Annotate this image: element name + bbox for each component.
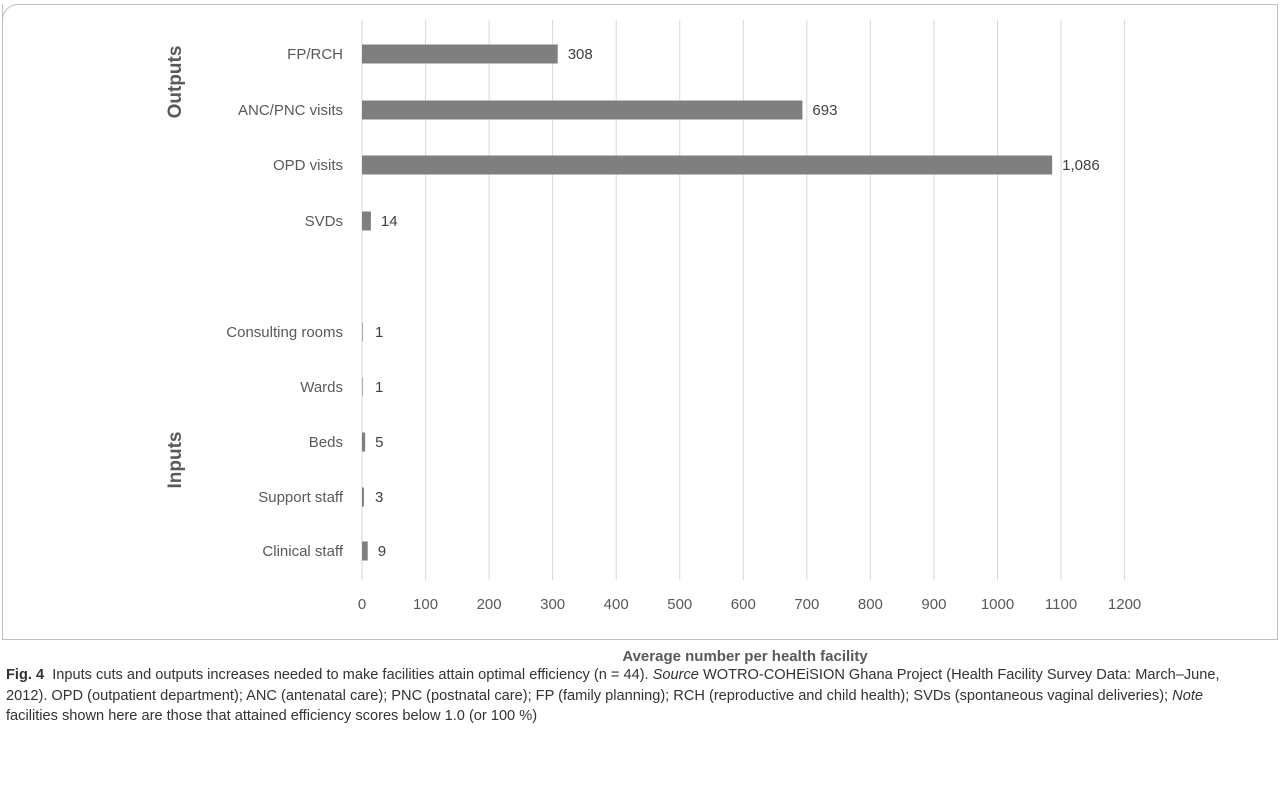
frame-mask [0,640,1282,788]
bar [362,44,558,64]
category-label: ANC/PNC visits [238,102,343,119]
caption-text-1: Inputs cuts and outputs increases needed… [52,667,653,683]
chart-text: 0 100 200 300 400 500 600 700 800 900 1000 1100 1200… [165,46,1141,613]
data-label: 3 [375,489,383,506]
caption-text-2: WOTRO-COHEiSION Ghana Project (Health Fa… [6,667,1220,704]
caption-source-word: Source [652,667,699,683]
x-tick-label: 500 [667,596,692,613]
x-tick-label: 1100 [1045,596,1077,613]
caption-note-word: Note [1172,687,1203,704]
data-label: 14 [381,213,398,230]
category-label: SVDs [305,213,343,230]
data-label: 1 [375,324,383,341]
x-axis-title: Average number per health facility [622,648,868,665]
bar [362,541,368,561]
category-label: OPD visits [273,157,343,174]
x-tick-label: 200 [477,596,502,613]
bar [362,322,363,342]
data-label: 693 [812,102,837,119]
bar [362,211,371,231]
x-tick-label: 700 [794,596,819,613]
x-tick-label: 600 [731,596,756,613]
caption-text-3: facilities shown here are those that att… [6,708,538,724]
bar-chart: 0 100 200 300 400 500 600 700 800 900 1000 1100 1200… [165,20,1141,665]
x-tick-label: 400 [604,596,629,613]
data-label: 9 [378,543,386,560]
category-label: Support staff [258,489,344,506]
group-label: Inputs [165,432,186,489]
category-label: Clinical staff [262,543,343,560]
category-label: Consulting rooms [226,324,343,341]
bars [362,44,1053,561]
x-tick-label: 1000 [981,596,1014,613]
x-tick-label: 100 [413,596,438,613]
x-tick-label: 800 [858,596,883,613]
bar [362,377,363,397]
data-label: 1,086 [1062,157,1100,174]
x-tick-label: 900 [921,596,946,613]
x-tick-label: 300 [540,596,565,613]
x-tick-label: 0 [358,596,366,613]
category-label: Beds [309,434,343,451]
data-label: 5 [375,434,383,451]
category-label: FP/RCH [287,46,343,63]
group-label: Outputs [165,46,186,119]
bar [362,432,366,452]
category-label: Wards [300,379,343,396]
figure-caption: Fig. 4 Inputs cuts and outputs increases… [6,665,1256,727]
data-label: 308 [568,46,593,63]
figure-label: Fig. 4 [6,667,45,683]
bar [362,487,364,507]
x-tick-label: 1200 [1108,596,1141,613]
bar [362,155,1053,175]
bar [362,100,803,120]
data-label: 1 [375,379,383,396]
